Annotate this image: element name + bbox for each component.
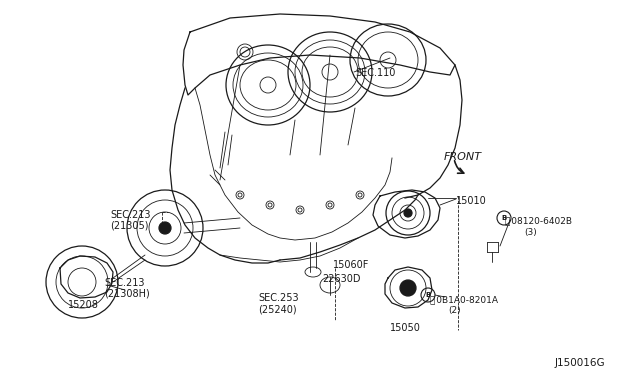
Text: (21305): (21305) bbox=[110, 221, 148, 231]
Text: (2): (2) bbox=[448, 306, 461, 315]
Text: SEC.253: SEC.253 bbox=[258, 293, 299, 303]
Text: FRONT: FRONT bbox=[444, 152, 482, 162]
Text: Ⓑ 08120-6402B: Ⓑ 08120-6402B bbox=[505, 216, 572, 225]
Circle shape bbox=[159, 222, 171, 234]
Text: B: B bbox=[426, 292, 431, 298]
Text: 22630D: 22630D bbox=[322, 274, 360, 284]
Text: SEC.110: SEC.110 bbox=[355, 68, 396, 78]
Text: (21308H): (21308H) bbox=[104, 289, 150, 299]
Text: Ⓑ 0B1A0-8201A: Ⓑ 0B1A0-8201A bbox=[430, 295, 498, 304]
Text: J150016G: J150016G bbox=[555, 358, 605, 368]
Circle shape bbox=[400, 280, 416, 296]
Text: B: B bbox=[501, 215, 507, 221]
Text: 15060F: 15060F bbox=[333, 260, 369, 270]
Text: (25240): (25240) bbox=[258, 304, 296, 314]
Text: 15010: 15010 bbox=[456, 196, 487, 206]
Text: (3): (3) bbox=[524, 228, 537, 237]
Text: 15208: 15208 bbox=[68, 300, 99, 310]
Circle shape bbox=[404, 209, 412, 217]
Text: 15050: 15050 bbox=[390, 323, 421, 333]
Text: SEC.213: SEC.213 bbox=[110, 210, 150, 220]
Text: SEC.213: SEC.213 bbox=[104, 278, 145, 288]
